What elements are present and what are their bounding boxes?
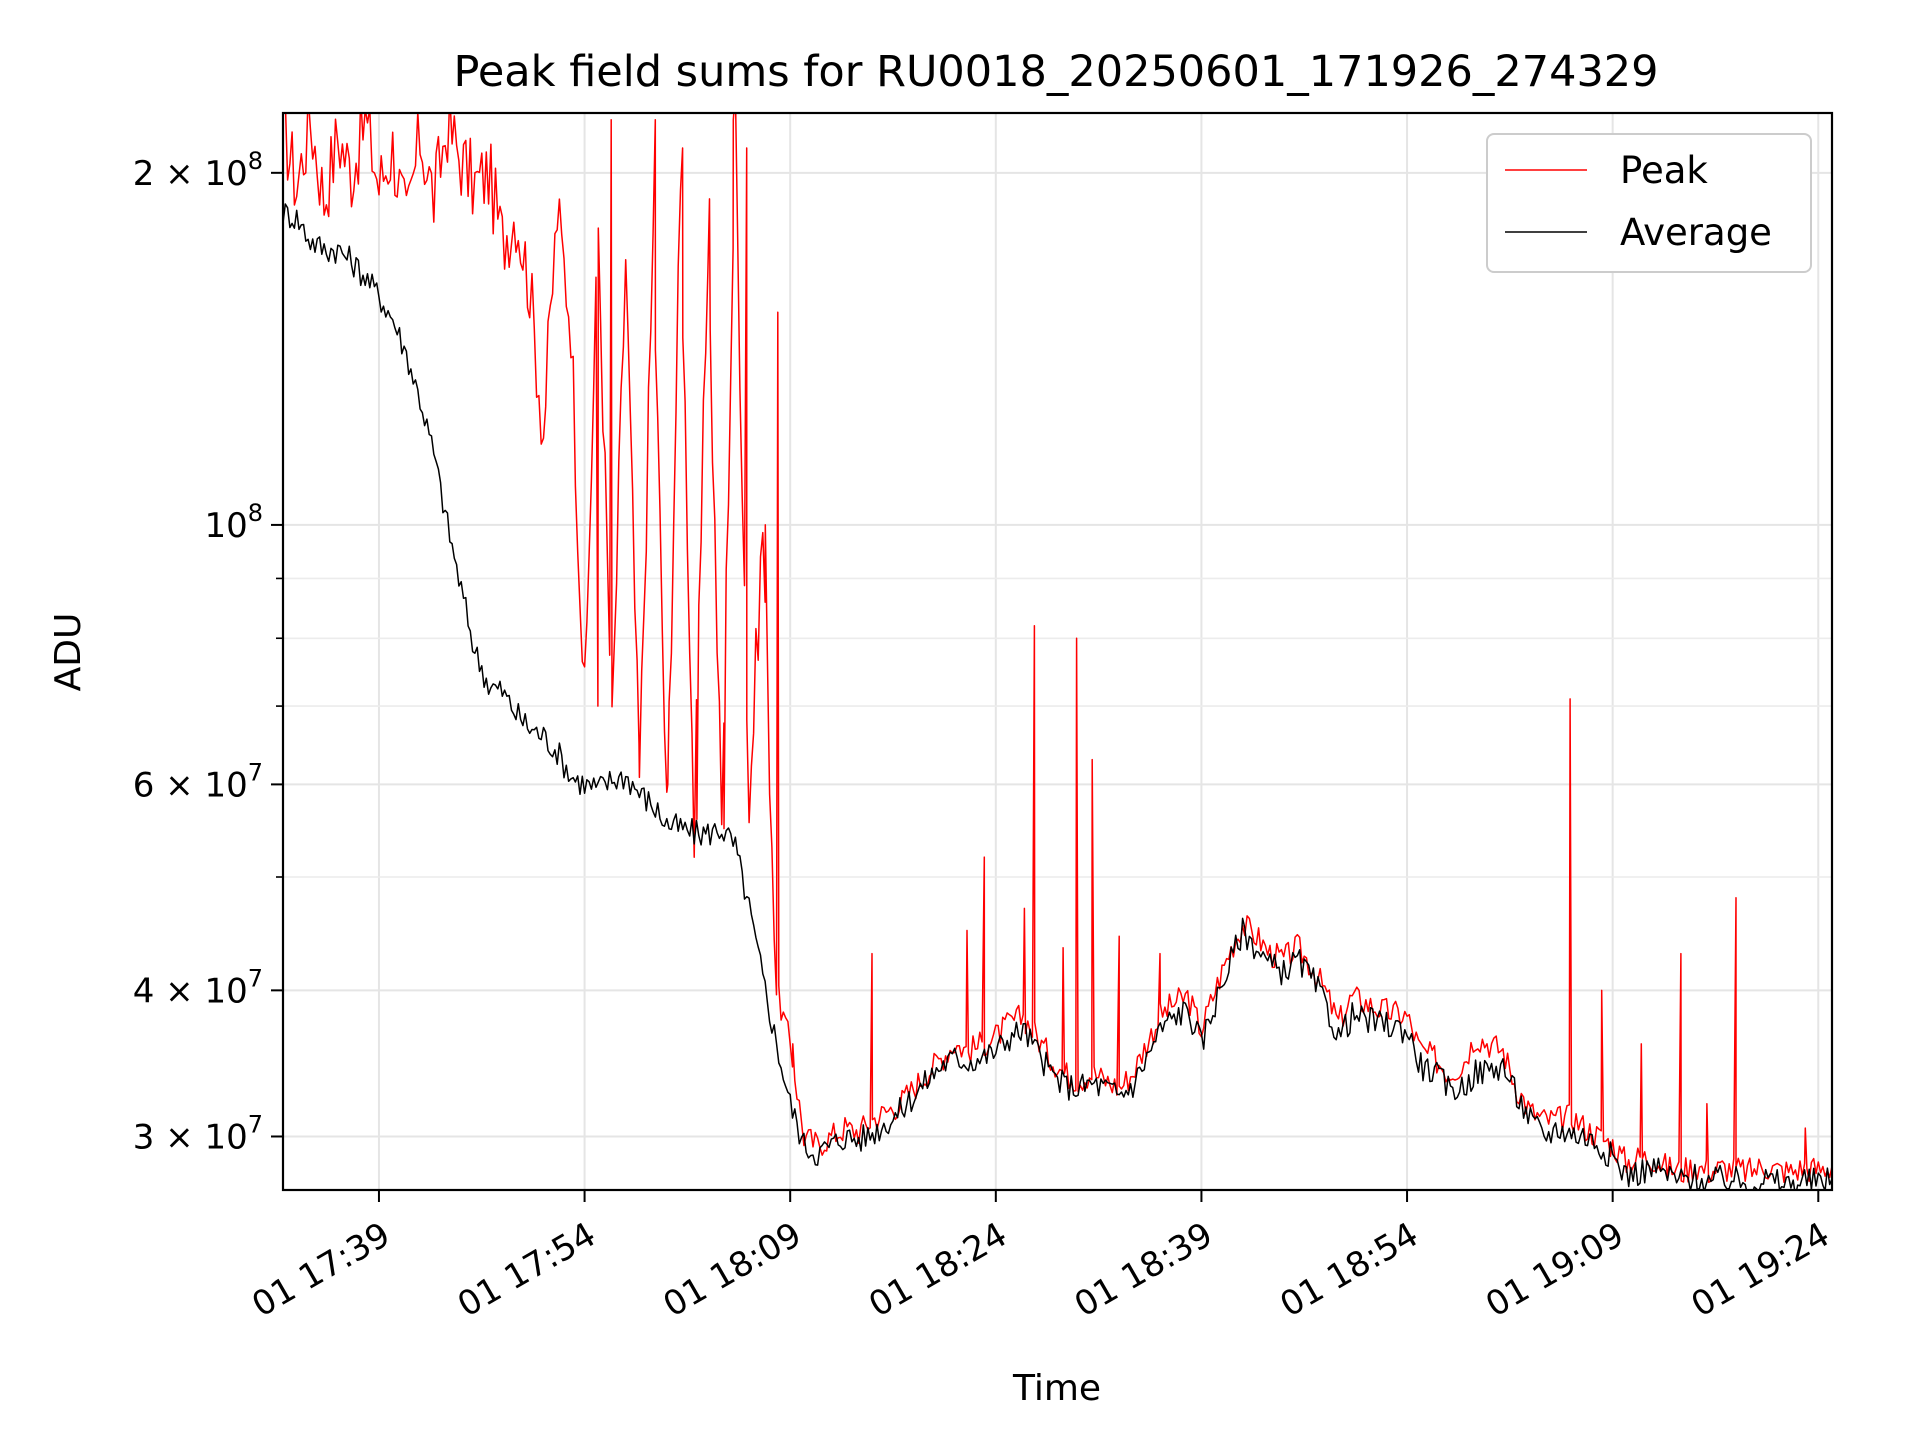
x-axis-label: Time [1012, 1368, 1101, 1409]
y-tick-label: 4 × 107 [133, 964, 263, 1011]
y-tick-label: 3 × 107 [133, 1110, 263, 1157]
y-tick-label: 108 [204, 499, 263, 546]
series-line-average [283, 203, 1832, 1190]
chart-title: Peak field sums for RU0018_20250601_1719… [453, 47, 1658, 97]
y-axis: 2 × 108 108 6 × 107 4 × 107 3 × 107 [133, 147, 283, 1157]
y-tick-label: 2 × 108 [133, 147, 263, 194]
y-tick-label: 6 × 107 [133, 758, 263, 805]
y-axis-label: ADU [48, 613, 89, 692]
legend-box [1486, 133, 1812, 273]
plot-area [283, 113, 1832, 1190]
legend: Peak Average [1486, 133, 1812, 273]
grid [283, 113, 1832, 1190]
legend-peak-label: Peak [1620, 149, 1708, 192]
axes-frame [281, 111, 1834, 1192]
legend-average-label: Average [1620, 211, 1772, 254]
